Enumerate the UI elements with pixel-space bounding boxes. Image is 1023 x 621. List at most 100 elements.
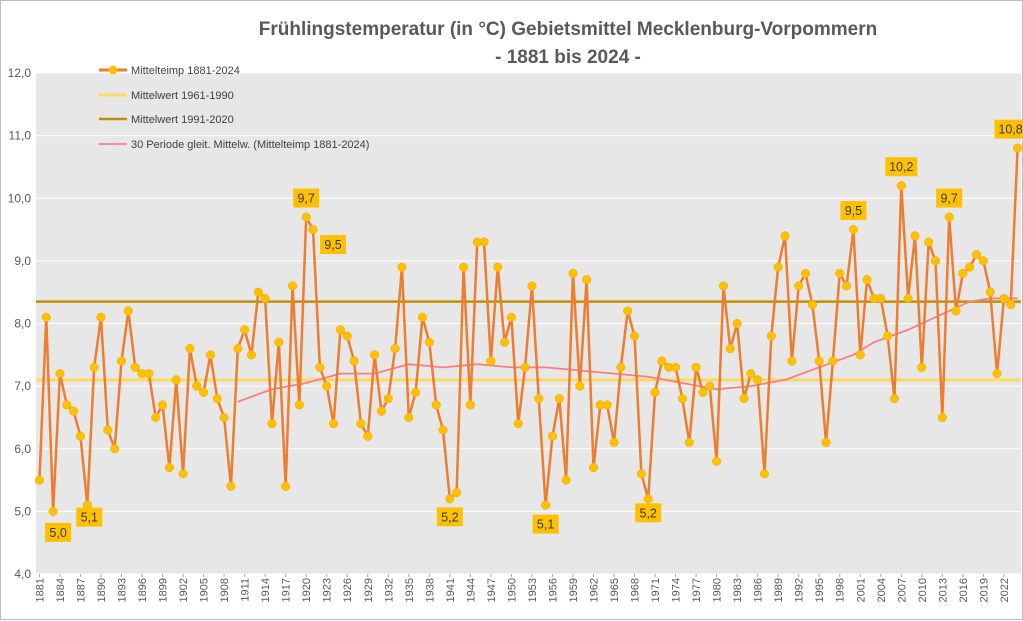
data-label-box bbox=[293, 188, 320, 208]
data-point bbox=[240, 325, 250, 335]
data-label-box bbox=[994, 119, 1023, 139]
data-point bbox=[55, 369, 65, 379]
data-point bbox=[588, 462, 599, 473]
data-point bbox=[930, 256, 941, 266]
data-label: 5,1 bbox=[532, 514, 559, 534]
x-tick-label: 1992 bbox=[794, 578, 806, 602]
data-point bbox=[404, 412, 414, 422]
data-point bbox=[842, 281, 852, 291]
x-tick-label: 1959 bbox=[568, 578, 580, 602]
data-point bbox=[547, 431, 557, 441]
data-point bbox=[75, 431, 86, 441]
data-label: 5,1 bbox=[76, 507, 103, 527]
data-label-text: 10,2 bbox=[889, 160, 913, 174]
data-point bbox=[835, 268, 845, 278]
data-point bbox=[800, 268, 811, 278]
x-tick-label: 1902 bbox=[178, 578, 190, 602]
x-tick-label: 1998 bbox=[835, 578, 847, 602]
data-point bbox=[294, 400, 304, 410]
x-tick-label: 1899 bbox=[158, 578, 170, 602]
data-point bbox=[889, 394, 900, 404]
x-tick-label: 1932 bbox=[383, 578, 395, 602]
x-tick-label: 1974 bbox=[671, 578, 683, 602]
x-tick-label: 1947 bbox=[486, 578, 498, 602]
data-label: 10,8 bbox=[994, 119, 1023, 139]
x-axis: 1881 1884 1887 1890 1893 1896 1899 1902 1905 1908… bbox=[34, 574, 1011, 602]
data-point bbox=[636, 469, 646, 479]
x-tick-label: 1929 bbox=[363, 578, 375, 602]
data-point bbox=[397, 262, 407, 272]
data-point bbox=[992, 369, 1002, 379]
x-tick-label: 1968 bbox=[630, 578, 642, 602]
data-point bbox=[739, 394, 749, 404]
data-point bbox=[335, 325, 345, 335]
data-point bbox=[718, 281, 728, 291]
chart-subtitle: - 1881 bis 2024 - bbox=[495, 47, 641, 68]
data-point bbox=[246, 350, 257, 360]
x-tick-label: 1953 bbox=[527, 578, 539, 602]
data-point bbox=[643, 494, 653, 504]
data-point bbox=[89, 362, 99, 372]
x-tick-label: 1911 bbox=[240, 578, 252, 602]
data-label: 5,2 bbox=[436, 507, 463, 527]
data-point bbox=[855, 350, 865, 360]
data-point bbox=[103, 425, 113, 435]
data-point bbox=[506, 312, 516, 322]
data-point bbox=[96, 312, 106, 322]
data-point bbox=[725, 344, 735, 354]
data-point bbox=[383, 394, 393, 404]
data-point bbox=[267, 419, 277, 429]
data-point bbox=[951, 306, 961, 316]
data-point bbox=[903, 293, 913, 304]
data-point bbox=[185, 344, 195, 354]
x-tick-label: 1890 bbox=[96, 578, 108, 602]
data-point bbox=[794, 281, 804, 291]
data-point bbox=[192, 381, 202, 391]
x-tick-label: 1881 bbox=[34, 578, 46, 602]
x-tick-label: 1896 bbox=[137, 578, 149, 602]
y-tick-label: 6,0 bbox=[14, 442, 31, 456]
data-label-text: 5,1 bbox=[81, 511, 98, 525]
data-point bbox=[445, 494, 455, 504]
data-point bbox=[821, 437, 831, 448]
data-label: 5,0 bbox=[45, 522, 72, 542]
data-point bbox=[746, 369, 756, 379]
x-tick-label: 1923 bbox=[322, 578, 334, 602]
data-point bbox=[712, 456, 722, 466]
x-tick-label: 1941 bbox=[445, 578, 457, 602]
y-tick-label: 8,0 bbox=[14, 317, 31, 331]
data-point bbox=[671, 362, 681, 372]
data-point bbox=[301, 212, 311, 222]
x-tick-label: 1884 bbox=[55, 578, 67, 602]
x-tick-label: 1986 bbox=[753, 578, 765, 602]
x-tick-label: 2016 bbox=[958, 578, 970, 602]
data-point bbox=[937, 412, 947, 422]
data-point bbox=[999, 293, 1009, 304]
data-point bbox=[753, 375, 763, 385]
data-label-box bbox=[635, 503, 662, 523]
data-point bbox=[602, 400, 612, 410]
y-tick-label: 4,0 bbox=[14, 567, 31, 581]
data-point bbox=[274, 337, 284, 347]
data-point bbox=[212, 394, 222, 404]
data-point bbox=[684, 437, 694, 448]
moving-average-group bbox=[237, 297, 1018, 403]
data-point bbox=[657, 356, 667, 366]
data-point bbox=[219, 412, 229, 422]
legend-item-label: Mittelwert 1991-2020 bbox=[131, 114, 234, 126]
data-point bbox=[178, 469, 188, 479]
y-tick-label: 10,0 bbox=[8, 191, 32, 205]
data-point bbox=[766, 331, 776, 341]
data-point bbox=[315, 362, 325, 372]
x-tick-label: 1905 bbox=[199, 578, 211, 602]
data-point bbox=[465, 400, 475, 410]
data-label-text: 5,2 bbox=[640, 506, 657, 520]
data-label: 9,5 bbox=[320, 235, 347, 255]
x-tick-label: 1983 bbox=[732, 578, 744, 602]
data-point bbox=[534, 394, 544, 404]
data-point bbox=[773, 262, 783, 272]
x-tick-label: 1965 bbox=[609, 578, 621, 602]
data-point bbox=[698, 387, 708, 397]
data-label-text: 5,1 bbox=[537, 518, 554, 532]
data-point bbox=[356, 419, 366, 429]
